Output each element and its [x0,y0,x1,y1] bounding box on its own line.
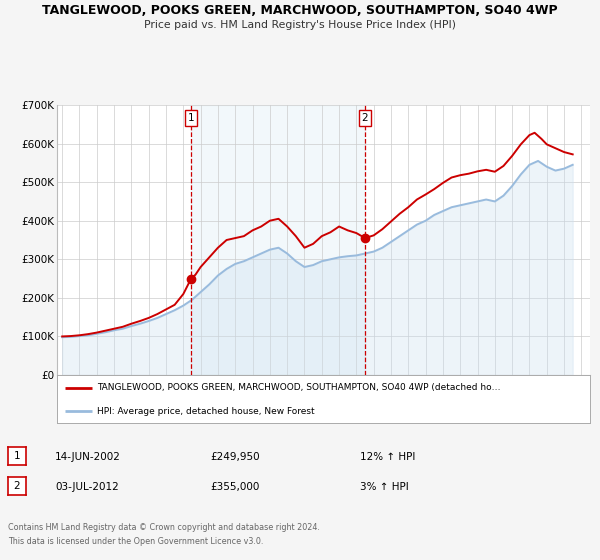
Text: Contains HM Land Registry data © Crown copyright and database right 2024.: Contains HM Land Registry data © Crown c… [8,523,320,532]
Text: 2: 2 [14,481,20,491]
Text: £355,000: £355,000 [210,482,259,492]
Text: Price paid vs. HM Land Registry's House Price Index (HPI): Price paid vs. HM Land Registry's House … [144,20,456,30]
Text: 14-JUN-2002: 14-JUN-2002 [55,452,121,462]
Bar [191,105,365,375]
Text: 1: 1 [14,451,20,461]
Text: This data is licensed under the Open Government Licence v3.0.: This data is licensed under the Open Gov… [8,537,263,546]
Text: 12% ↑ HPI: 12% ↑ HPI [360,452,415,462]
Text: 03-JUL-2012: 03-JUL-2012 [55,482,119,492]
Text: 3% ↑ HPI: 3% ↑ HPI [360,482,409,492]
Text: £249,950: £249,950 [210,452,260,462]
Text: HPI: Average price, detached house, New Forest: HPI: Average price, detached house, New … [97,407,314,416]
Text: 2: 2 [362,113,368,123]
Text: 1: 1 [188,113,194,123]
Text: TANGLEWOOD, POOKS GREEN, MARCHWOOD, SOUTHAMPTON, SO40 4WP (detached ho…: TANGLEWOOD, POOKS GREEN, MARCHWOOD, SOUT… [97,384,500,393]
Text: TANGLEWOOD, POOKS GREEN, MARCHWOOD, SOUTHAMPTON, SO40 4WP: TANGLEWOOD, POOKS GREEN, MARCHWOOD, SOUT… [42,4,558,17]
